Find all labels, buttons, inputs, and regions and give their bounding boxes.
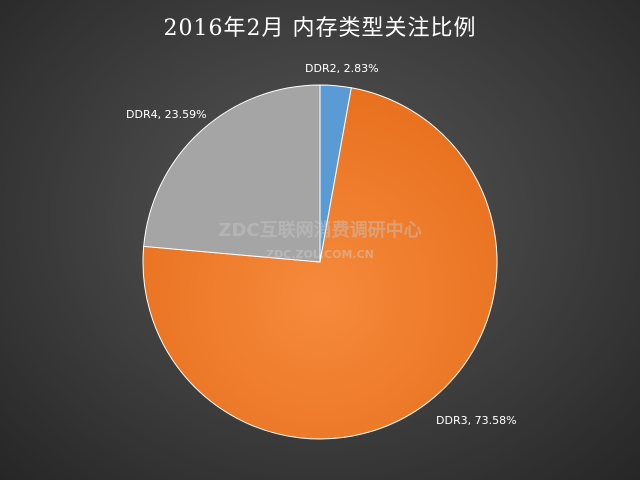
watermark-line2: ZDC.ZOL.COM.CN bbox=[266, 248, 374, 261]
slice-label-ddr3: DDR3, 73.58% bbox=[436, 414, 517, 427]
chart-title: 2016年2月 内存类型关注比例 bbox=[163, 16, 477, 41]
pie-labels: DDR2, 2.83% DDR3, 73.58% DDR4, 23.59% bbox=[126, 62, 517, 427]
pie-slice-ddr3 bbox=[142, 87, 498, 440]
pie-slices bbox=[142, 84, 498, 440]
slice-label-ddr2: DDR2, 2.83% bbox=[305, 62, 379, 75]
watermark: ZDC互联网消费调研中心 ZDC.ZOL.COM.CN bbox=[218, 219, 421, 261]
slice-label-ddr4: DDR4, 23.59% bbox=[126, 108, 207, 121]
watermark-line1: ZDC互联网消费调研中心 bbox=[218, 219, 421, 241]
pie-slice-ddr4 bbox=[143, 84, 321, 263]
